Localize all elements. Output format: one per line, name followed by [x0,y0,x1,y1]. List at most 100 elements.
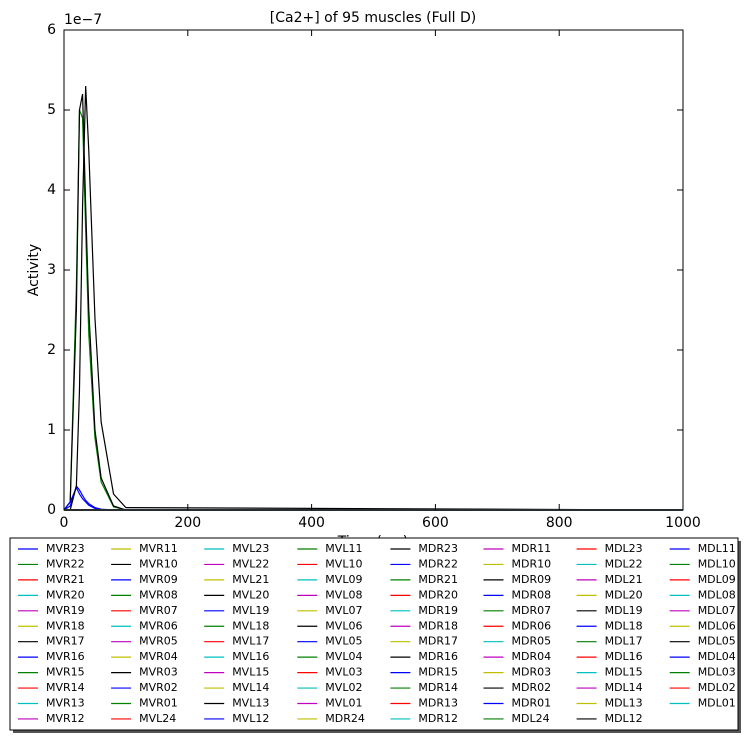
legend-label: MDL14 [605,681,643,694]
legend-label: MDR20 [418,588,458,601]
x-tick-label: 1000 [665,515,701,531]
legend-label: MVR21 [46,573,85,586]
legend-label: MVR15 [46,666,85,679]
y-tick-label: 0 [47,502,56,518]
series-line [63,109,683,511]
legend-label: MVR02 [139,681,178,694]
legend-label: MVR23 [46,542,85,555]
legend: MVR23 MVR22 MVR21 MVR20 MVR19 MVR18 MVR17 MVR16… [9,537,741,733]
legend-label: MDL09 [698,573,736,586]
legend-label: MVL05 [325,635,362,648]
legend-label: MVL19 [232,604,269,617]
y-tick-label: 1 [47,422,56,438]
legend-label: MVL08 [325,588,362,601]
legend-label: MVL06 [325,619,362,632]
legend-label: MDL12 [605,712,643,725]
legend-label: MVR06 [139,619,178,632]
legend-label: MDL19 [605,604,643,617]
legend-label: MVR22 [46,557,85,570]
legend-label: MVL02 [325,681,362,694]
series-line [64,85,684,511]
legend-label: MDL22 [605,557,643,570]
legend-label: MVL22 [232,557,269,570]
legend-label: MDR09 [512,573,552,586]
legend-label: MDR01 [512,697,552,710]
legend-label: MDR21 [418,573,458,586]
legend-label: MDR23 [418,542,458,555]
legend-label: MDR18 [418,619,458,632]
legend-label: MDR05 [512,635,552,648]
legend-label: MDL08 [698,588,736,601]
legend-label: MDL23 [605,542,643,555]
legend-label: MVR13 [46,697,85,710]
legend-label: MDL15 [605,666,643,679]
legend-label: MDR03 [512,666,552,679]
legend-label: MVR04 [139,650,178,663]
legend-label: MDL13 [605,697,643,710]
y-tick-label: 5 [47,102,56,118]
legend-label: MVR11 [139,542,178,555]
legend-label: MDR13 [418,697,458,710]
legend-label: MDR24 [325,712,365,725]
x-tick-label: 0 [60,515,69,531]
legend-label: MDR15 [418,666,458,679]
legend-label: MDL24 [512,712,550,725]
legend-label: MDR14 [418,681,458,694]
legend-label: MVL10 [325,557,362,570]
legend-label: MVL13 [232,697,269,710]
legend-label: MDL18 [605,619,643,632]
y-axis-label: Activity [26,244,42,296]
y-tick-label: 6 [47,22,56,38]
legend-label: MVL09 [325,573,362,586]
legend-label: MVL12 [232,712,269,725]
legend-box [9,537,739,731]
legend-label: MDR22 [418,557,458,570]
legend-label: MVR17 [46,635,85,648]
legend-label: MVR09 [139,573,178,586]
y-offset-label: 1e−7 [64,12,102,28]
legend-label: MDR17 [418,635,458,648]
y-tick-label: 3 [47,262,56,278]
legend-label: MDR12 [418,712,458,725]
legend-label: MVR18 [46,619,85,632]
legend-label: MDL20 [605,588,643,601]
legend-label: MDL01 [698,697,736,710]
legend-label: MVR03 [139,666,178,679]
legend-label: MDL17 [605,635,643,648]
legend-label: MDL06 [698,619,736,632]
legend-label: MVL16 [232,650,269,663]
x-tick-label: 200 [174,515,201,531]
legend-label: MVL20 [232,588,269,601]
legend-label: MVR07 [139,604,178,617]
legend-label: MVL07 [325,604,362,617]
legend-label: MVL17 [232,635,269,648]
legend-label: MVL23 [232,542,269,555]
legend-label: MDR06 [512,619,552,632]
y-tick-label: 2 [47,342,56,358]
legend-label: MVL03 [325,666,362,679]
legend-label: MDL11 [698,542,736,555]
legend-label: MDL21 [605,573,643,586]
legend-label: MDR16 [418,650,458,663]
legend-label: MDR07 [512,604,552,617]
x-tick-label: 600 [422,515,449,531]
x-tick-label: 800 [546,515,573,531]
legend-label: MVR01 [139,697,178,710]
legend-label: MVR19 [46,604,85,617]
legend-label: MVL24 [139,712,176,725]
legend-label: MVR05 [139,635,178,648]
legend-label: MVR10 [139,557,178,570]
series-line [63,93,683,511]
legend-label: MDR11 [512,542,552,555]
legend-label: MDR04 [512,650,552,663]
legend-label: MDR02 [512,681,552,694]
legend-label: MVL18 [232,619,269,632]
legend-label: MVL21 [232,573,269,586]
legend-label: MVR12 [46,712,85,725]
legend-label: MDR19 [418,604,458,617]
x-tick-label: 400 [298,515,325,531]
legend-label: MDL03 [698,666,736,679]
legend-label: MVR08 [139,588,178,601]
